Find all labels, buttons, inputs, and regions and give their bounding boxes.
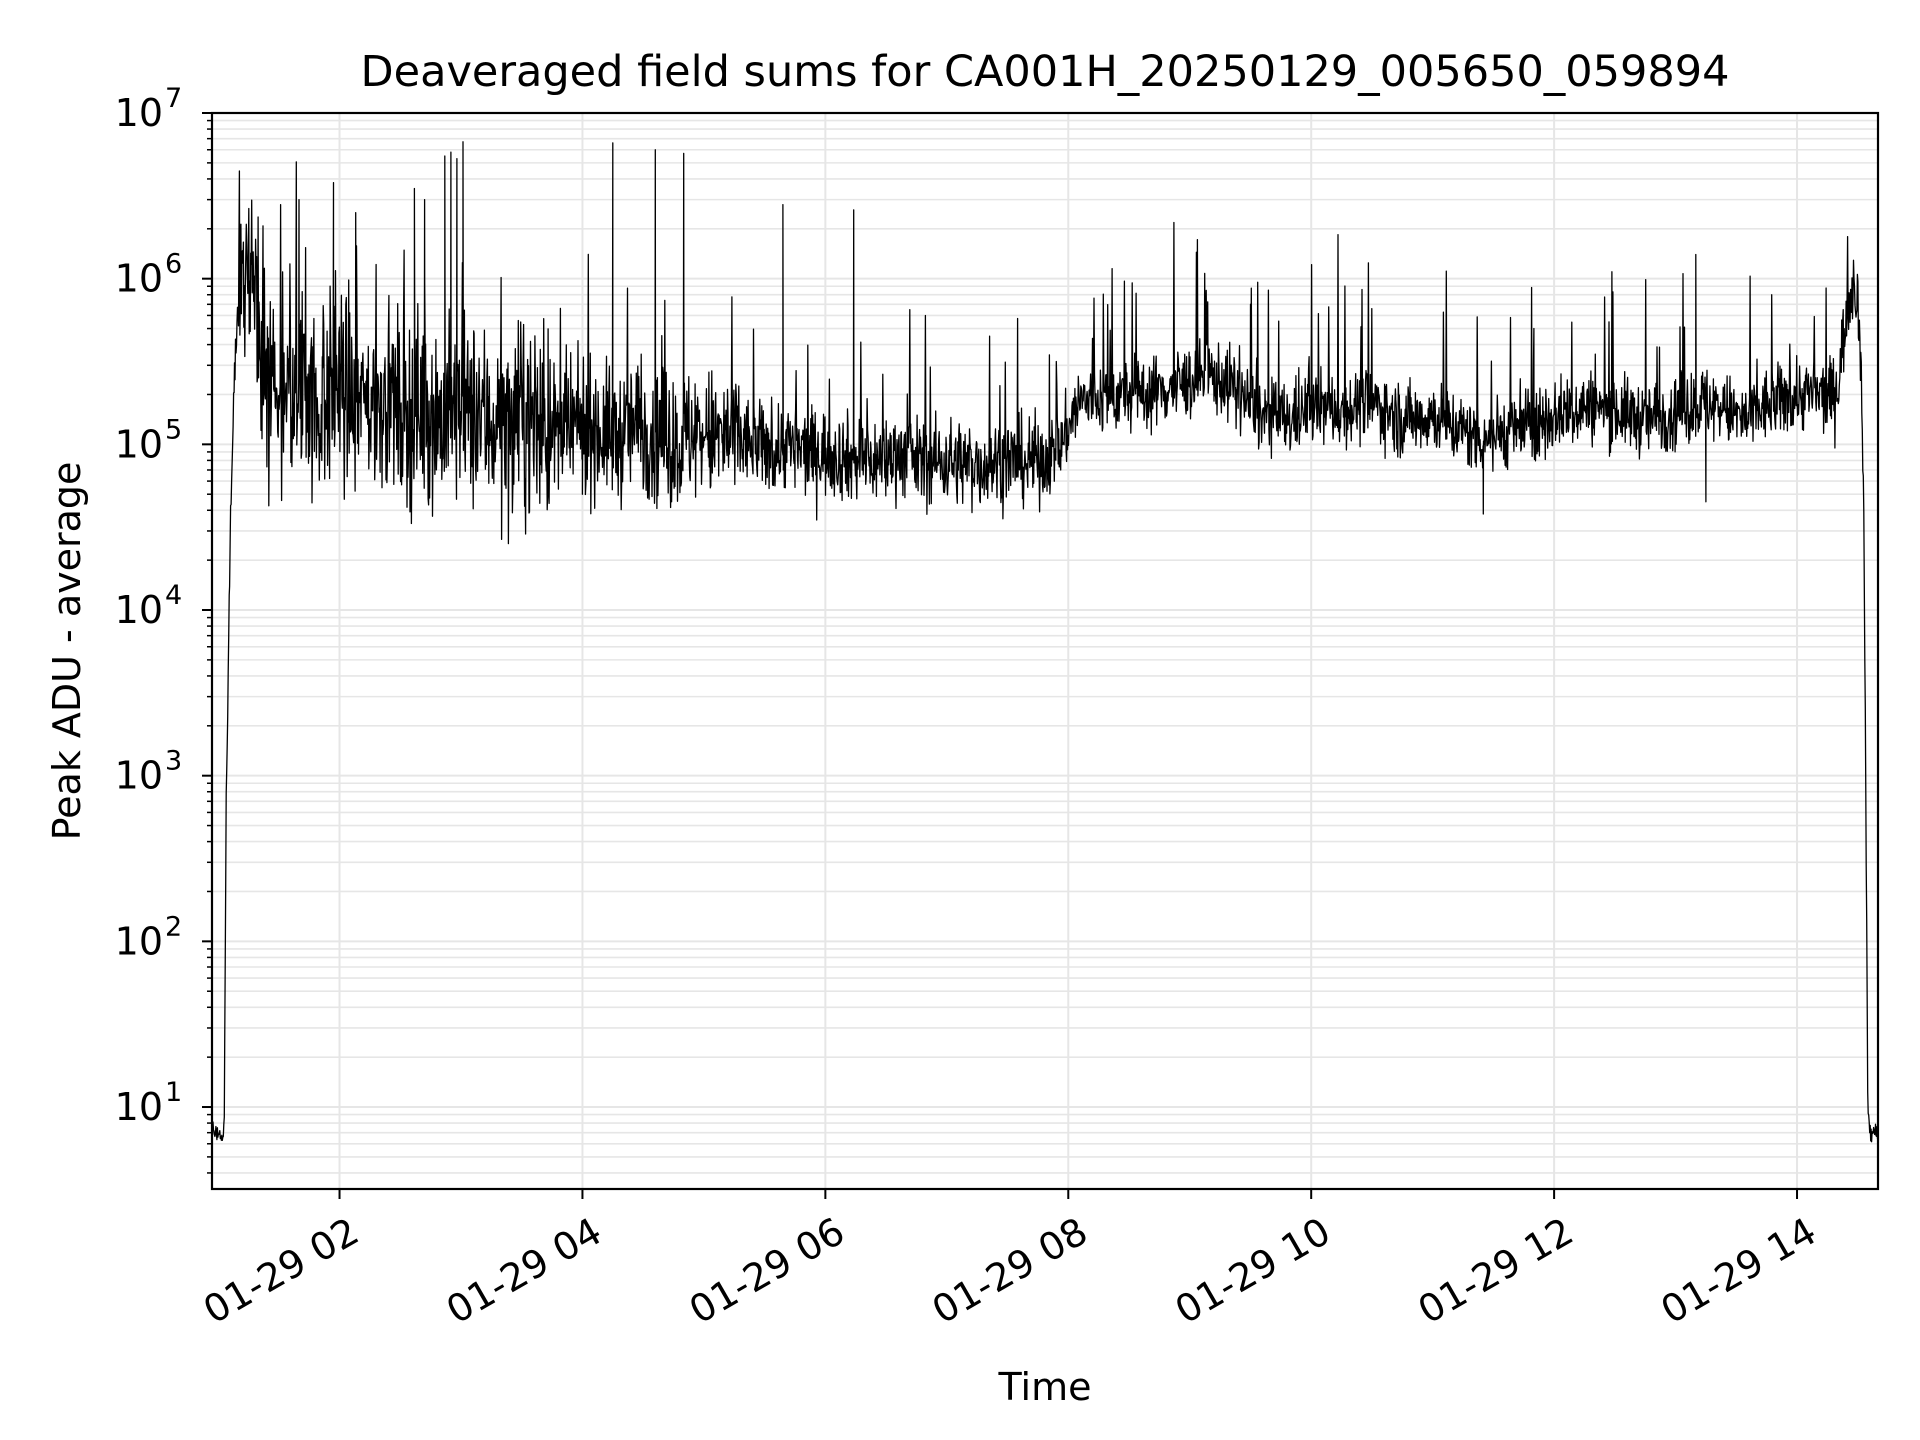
x-axis-label: Time bbox=[998, 1365, 1092, 1409]
y-tick-label: 10 bbox=[115, 1085, 163, 1129]
y-axis-label: Peak ADU - average bbox=[45, 462, 89, 841]
y-tick-label: 10 bbox=[115, 588, 163, 632]
y-tick-label: 10 bbox=[115, 91, 163, 135]
data-line-group bbox=[212, 141, 1878, 1143]
series-line bbox=[212, 141, 1878, 1143]
y-tick-exponent: 2 bbox=[165, 911, 182, 942]
y-tick-label: 10 bbox=[115, 919, 163, 963]
plot-frame bbox=[210, 111, 1880, 1191]
y-tick-exponent: 6 bbox=[165, 249, 182, 280]
y-tick-exponent: 1 bbox=[165, 1077, 182, 1108]
y-tick-label: 10 bbox=[115, 257, 163, 301]
y-tick-exponent: 5 bbox=[165, 414, 182, 445]
y-tick-exponent: 7 bbox=[165, 83, 182, 114]
y-tick-label: 10 bbox=[115, 754, 163, 798]
y-tick-exponent: 4 bbox=[165, 580, 182, 611]
y-tick-label: 10 bbox=[115, 422, 163, 466]
chart-title: Deaveraged field sums for CA001H_2025012… bbox=[361, 47, 1730, 97]
y-tick-exponent: 3 bbox=[165, 746, 182, 777]
